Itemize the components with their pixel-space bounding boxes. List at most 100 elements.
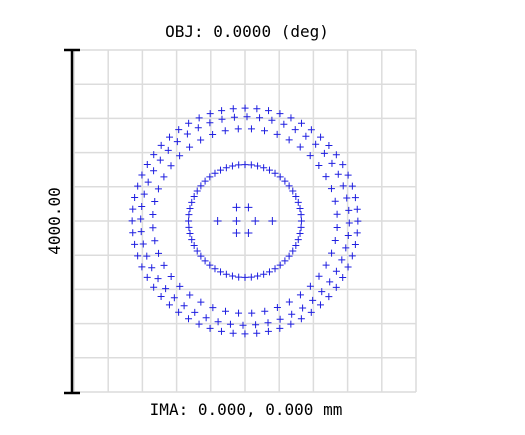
spot-marker [185, 223, 193, 231]
spot-marker [265, 107, 273, 115]
spot-marker [197, 182, 205, 190]
spot-marker [191, 308, 199, 316]
spot-marker [281, 257, 289, 265]
spot-marker [320, 149, 328, 157]
spot-marker [325, 142, 333, 150]
spot-marker [154, 185, 162, 193]
spot-marker [175, 308, 183, 316]
spot-marker [261, 127, 269, 135]
spot-marker [201, 177, 209, 185]
spot-marker [197, 298, 205, 306]
spot-marker [254, 272, 262, 280]
spot-marker [150, 283, 158, 291]
spot-marker [248, 309, 256, 317]
spot-marker [261, 307, 269, 315]
spot-marker [344, 232, 352, 240]
spot-marker [328, 249, 336, 257]
spot-marker [318, 288, 326, 296]
spot-marker [312, 140, 320, 148]
spot-marker [143, 252, 151, 260]
spot-marker [287, 320, 295, 328]
spot-marker [331, 197, 339, 205]
spot-marker [241, 161, 249, 169]
spot-marker [188, 236, 196, 244]
spot-marker [343, 194, 351, 202]
spot-marker [299, 304, 307, 312]
spot-marker [322, 173, 330, 181]
spot-marker [309, 296, 317, 304]
spot-marker [332, 151, 340, 159]
spot-marker [166, 133, 174, 141]
spot-marker [190, 241, 198, 249]
spot-marker [345, 219, 353, 227]
spot-marker [206, 173, 214, 181]
spot-marker [218, 115, 226, 123]
grid [73, 49, 417, 393]
spot-marker [222, 164, 230, 172]
spot-marker [334, 170, 342, 178]
spot-marker [291, 126, 299, 134]
spot-marker [297, 211, 305, 219]
spot-marker [316, 301, 324, 309]
spot-marker [302, 132, 310, 140]
spot-marker [332, 283, 340, 291]
spot-marker [273, 303, 281, 311]
spot-marker [260, 270, 268, 278]
spot-marker [190, 193, 198, 201]
spot-marker [252, 321, 260, 329]
spot-marker [143, 273, 151, 281]
spot-marker [276, 315, 284, 323]
spot-marker [348, 252, 356, 260]
spot-marker [173, 138, 181, 146]
scale-label: 4000.00 [45, 187, 64, 254]
spot-marker [331, 237, 339, 245]
spot-marker [228, 162, 236, 170]
spot-marker [209, 131, 217, 139]
spot-marker [194, 124, 202, 132]
spot-marker [294, 236, 302, 244]
spot-marker [333, 210, 341, 218]
spot-marker [176, 152, 184, 160]
spot-marker [294, 198, 302, 206]
spot-marker [256, 114, 264, 122]
spot-marker [186, 143, 194, 151]
spot-marker [354, 217, 362, 225]
spot-marker [222, 270, 230, 278]
spot-marker [185, 119, 193, 127]
spot-marker [285, 136, 293, 144]
spot-marker [217, 166, 225, 174]
spot-marker [186, 204, 194, 212]
spot-marker [339, 182, 347, 190]
spot-marker [254, 162, 262, 170]
spot-marker [221, 307, 229, 315]
spot-marker [235, 273, 243, 281]
spot-marker [289, 187, 297, 195]
spot-marker [137, 228, 145, 236]
spot-marker [185, 217, 193, 225]
spot-marker [150, 167, 158, 175]
spot-marker [264, 327, 272, 335]
spot-marker [140, 190, 148, 198]
spot-marker [265, 268, 273, 276]
spot-marker [175, 126, 183, 134]
spot-marker [151, 197, 159, 205]
spot-marker [201, 257, 209, 265]
spot-marker [165, 301, 173, 309]
spot-marker [325, 293, 333, 301]
spot-marker [281, 177, 289, 185]
spot-marker [247, 161, 255, 169]
spot-marker [195, 114, 203, 122]
spot-marker [167, 272, 175, 280]
spot-marker [344, 263, 352, 271]
spot-marker [149, 211, 157, 219]
spot-marker [348, 182, 356, 190]
spot-marker [306, 282, 314, 290]
spot-marker [193, 187, 201, 195]
spot-marker [273, 130, 281, 138]
spot-marker [183, 130, 191, 138]
spot-marker [137, 215, 145, 223]
spot-marker [226, 320, 234, 328]
spot-marker [333, 223, 341, 231]
spot-marker [209, 304, 217, 312]
